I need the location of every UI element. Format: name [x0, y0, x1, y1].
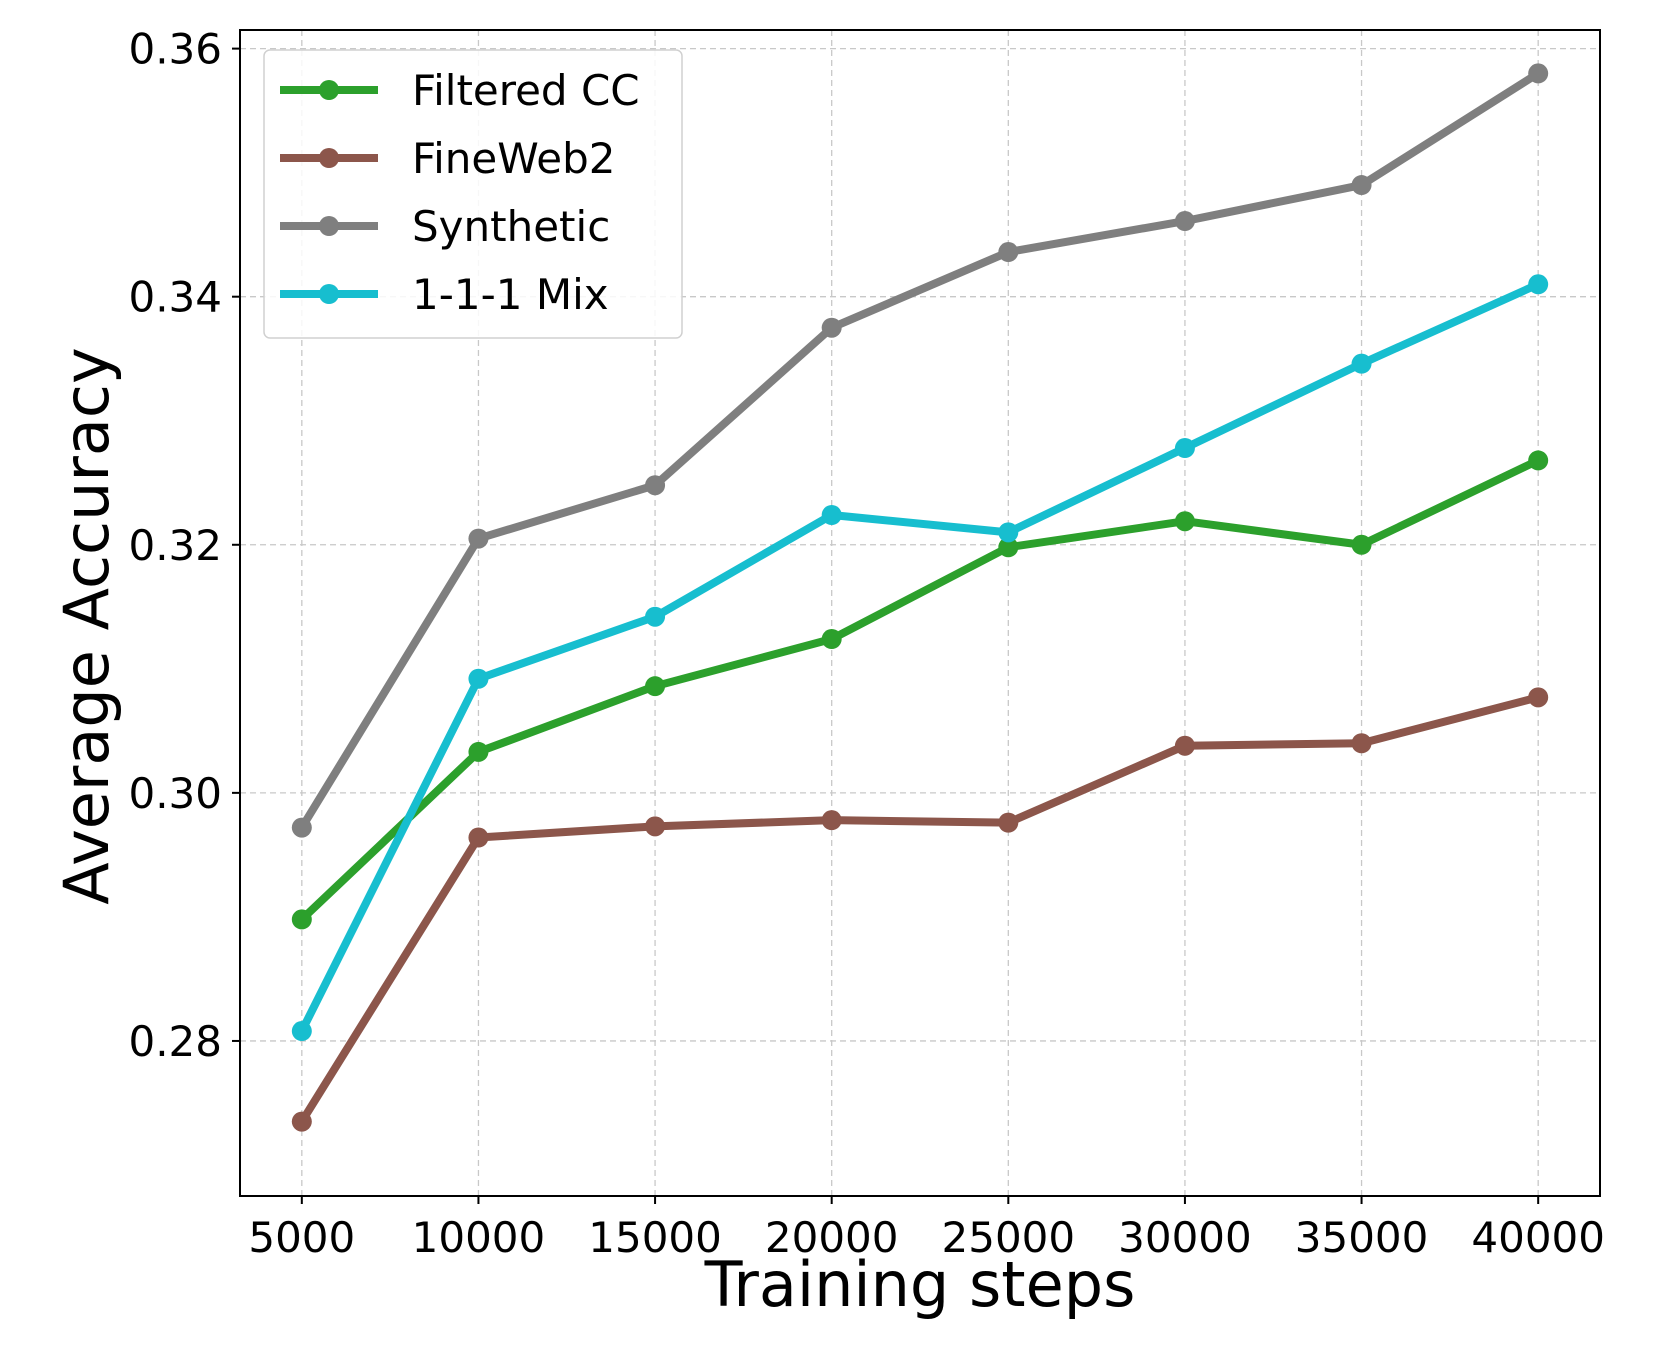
legend: Filtered CC FineWeb2 Synthetic 1-1-1 Mix — [263, 49, 683, 339]
data-point — [645, 606, 666, 627]
data-point — [821, 810, 842, 831]
y-tick-label: 0.36 — [128, 25, 222, 74]
series-filtered-cc — [291, 450, 1549, 930]
data-point — [998, 522, 1019, 543]
data-point — [468, 528, 489, 549]
data-point — [645, 676, 666, 697]
axis-ticks: 5000 10000 15000 20000 25000 30000 35000 40000 0… — [128, 25, 1605, 1262]
data-point — [1351, 534, 1372, 555]
data-point — [645, 475, 666, 496]
x-tick-label: 40000 — [1471, 1213, 1605, 1262]
series-fineweb2 — [291, 687, 1549, 1132]
x-tick-label: 35000 — [1295, 1213, 1429, 1262]
data-point — [291, 1111, 312, 1132]
data-point — [291, 1021, 312, 1042]
legend-label: 1-1-1 Mix — [412, 270, 609, 319]
series-line — [297, 693, 1543, 1126]
series-synthetic — [291, 63, 1549, 838]
data-point — [468, 827, 489, 848]
series-layer — [291, 63, 1549, 1132]
x-axis-title: Training steps — [704, 1248, 1136, 1321]
data-point — [1351, 353, 1372, 374]
x-tick-label: 30000 — [1118, 1213, 1252, 1262]
data-point — [291, 909, 312, 930]
data-point — [821, 505, 842, 526]
legend-item: 1-1-1 Mix — [280, 270, 609, 319]
legend-swatch-marker — [319, 148, 339, 168]
series-line — [297, 456, 1543, 924]
legend-swatch-marker — [319, 80, 339, 100]
legend-label: FineWeb2 — [412, 134, 616, 183]
data-point — [1528, 450, 1549, 471]
legend-item: FineWeb2 — [280, 134, 616, 183]
data-point — [1174, 438, 1195, 459]
series-line — [297, 69, 1543, 832]
x-tick-label: 10000 — [412, 1213, 546, 1262]
legend-item: Filtered CC — [280, 66, 640, 115]
y-tick-label: 0.28 — [128, 1017, 222, 1066]
data-point — [1174, 511, 1195, 532]
data-point — [1528, 687, 1549, 708]
x-tick-label: 20000 — [765, 1213, 899, 1262]
legend-label: Synthetic — [412, 202, 610, 251]
legend-swatch-marker — [319, 284, 339, 304]
data-point — [1351, 733, 1372, 754]
series-1-1-1-mix — [291, 274, 1549, 1042]
y-tick-label: 0.30 — [128, 769, 222, 818]
data-point — [468, 668, 489, 689]
x-tick-label: 25000 — [942, 1213, 1076, 1262]
data-point — [291, 817, 312, 838]
data-point — [1351, 175, 1372, 196]
data-point — [821, 317, 842, 338]
series-line — [297, 280, 1543, 1036]
legend-box — [263, 49, 683, 339]
data-point — [645, 816, 666, 837]
x-tick-label: 15000 — [588, 1213, 722, 1262]
data-point — [468, 741, 489, 762]
data-point — [998, 242, 1019, 263]
data-point — [998, 812, 1019, 833]
legend-item: Synthetic — [280, 202, 610, 251]
data-point — [1174, 735, 1195, 756]
data-point — [998, 537, 1019, 558]
y-axis-title: Average Accuracy — [50, 347, 123, 904]
data-point — [1174, 211, 1195, 232]
y-tick-label: 0.34 — [128, 273, 222, 322]
y-tick-label: 0.32 — [128, 521, 222, 570]
data-point — [1528, 63, 1549, 84]
data-point — [821, 629, 842, 650]
legend-label: Filtered CC — [412, 66, 640, 115]
legend-swatch-marker — [319, 216, 339, 236]
x-tick-label: 5000 — [248, 1213, 355, 1262]
plot-frame — [239, 29, 1601, 1197]
data-point — [1528, 274, 1549, 295]
